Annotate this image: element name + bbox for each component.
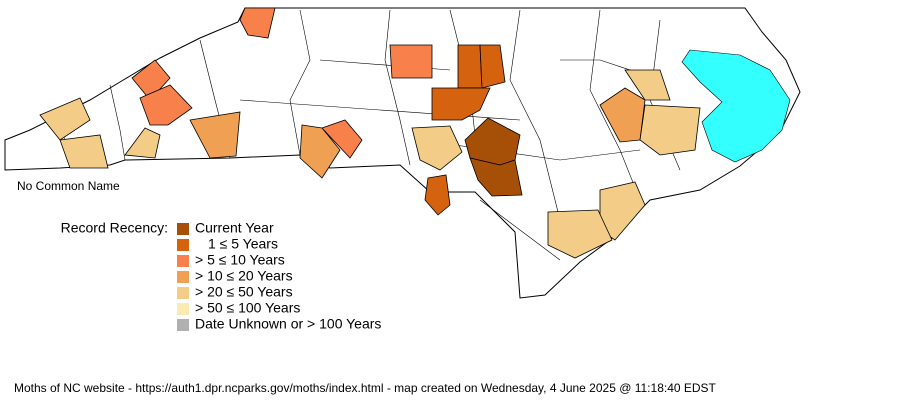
county xyxy=(239,7,276,39)
legend-label: > 20 ≤ 50 Years xyxy=(195,284,293,300)
county xyxy=(124,127,161,159)
map-label: No Common Name xyxy=(17,179,120,193)
footer: Moths of NC website - https://auth1.dpr.… xyxy=(14,381,717,395)
county xyxy=(389,44,433,79)
legend-swatch xyxy=(177,303,189,315)
county xyxy=(639,104,701,156)
county xyxy=(59,134,109,169)
county xyxy=(321,119,363,159)
county xyxy=(431,87,491,121)
legend-label: > 50 ≤ 100 Years xyxy=(195,300,300,316)
county xyxy=(479,44,506,89)
legend-label: Current Year xyxy=(195,220,274,236)
county xyxy=(457,44,483,89)
legend-label: 1 ≤ 5 Years xyxy=(208,236,278,252)
legend-swatch xyxy=(177,223,189,235)
county xyxy=(299,124,341,179)
county xyxy=(189,111,241,159)
legend-label: > 5 ≤ 10 Years xyxy=(195,252,285,268)
county xyxy=(139,84,193,126)
county xyxy=(39,97,91,141)
county xyxy=(547,209,613,259)
county xyxy=(469,157,523,197)
legend-swatch xyxy=(177,319,189,331)
county xyxy=(424,174,451,216)
legend-swatch xyxy=(177,255,189,267)
legend-swatch xyxy=(177,287,189,299)
county xyxy=(411,125,463,171)
sound xyxy=(681,49,791,163)
county xyxy=(624,69,671,101)
county xyxy=(131,59,171,101)
legend-swatch xyxy=(177,271,189,283)
legend-label: Date Unknown or > 100 Years xyxy=(195,316,381,332)
legend-title: Record Recency: xyxy=(61,220,168,236)
legend-swatch xyxy=(177,239,189,251)
counties xyxy=(39,7,701,259)
legend-label: > 10 ≤ 20 Years xyxy=(195,268,293,284)
